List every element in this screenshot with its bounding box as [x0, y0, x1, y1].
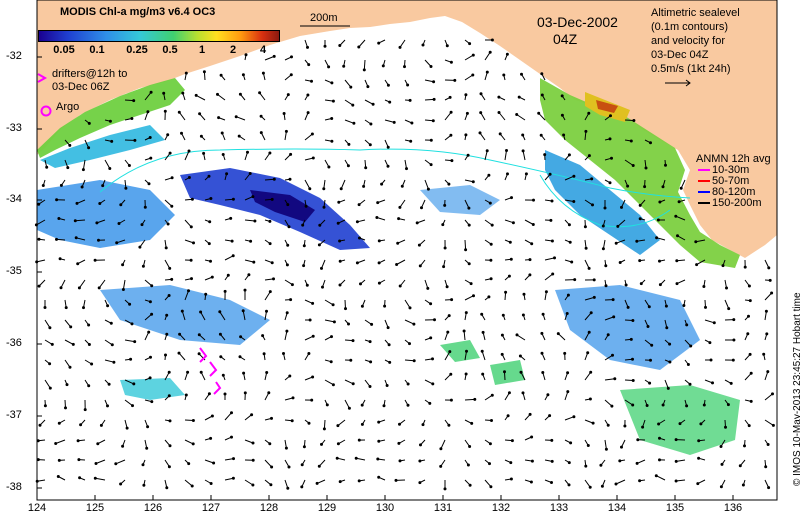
colorbar-tick: 2 [229, 44, 237, 56]
y-tick-label: -33 [6, 122, 22, 134]
altimetry-legend-line: 03-Dec 04Z [651, 49, 709, 61]
drifter-chevron-icon [37, 73, 48, 83]
credit-text: © IMOS 10-May-2013 23:45:27 Hobart time [792, 292, 800, 486]
altimetry-legend: Altimetric sealevel (0.1m contours) and … [651, 6, 781, 76]
x-tick-label: 133 [549, 502, 569, 514]
drifters-legend: drifters@12h to 03-Dec 06Z [52, 68, 127, 94]
x-tick-label: 131 [433, 502, 453, 514]
velocity-arrows [34, 38, 775, 491]
colorbar-tick: 0.05 [53, 44, 75, 56]
drifters-legend-line: drifters@12h to [52, 68, 128, 80]
y-tick-label: -34 [6, 193, 22, 205]
anmn-legend-item: 150-200m [712, 197, 762, 209]
colorbar-tick: 0.25 [126, 44, 148, 56]
x-tick-label: 128 [259, 502, 279, 514]
anmn-legend-item: 50-70m [712, 175, 750, 187]
colorbar-tick: 4 [259, 44, 267, 56]
altimetry-legend-line: and velocity for [651, 35, 725, 47]
x-tick-label: 134 [607, 502, 627, 514]
anmn-legend-title: ANMN 12h avg [696, 153, 771, 165]
x-tick-label: 129 [317, 502, 337, 514]
y-tick-label: -35 [6, 265, 22, 277]
y-tick-label: -36 [6, 337, 22, 349]
date-label: 03-Dec-2002 [537, 14, 618, 30]
anmn-legend-item: 80-120m [712, 186, 756, 198]
x-tick-label: 132 [491, 502, 511, 514]
y-tick-label: -38 [6, 481, 22, 493]
anmn-legend-item: 10-30m [712, 164, 750, 176]
x-tick-label: 124 [27, 502, 47, 514]
land-area [37, 0, 777, 258]
arrow-right-icon [665, 79, 691, 87]
altimetry-legend-line: 0.5m/s (1kt 24h) [651, 63, 731, 75]
x-tick-label: 125 [85, 502, 105, 514]
hour-label: 04Z [553, 31, 578, 47]
colorbar-tick: 0.1 [89, 44, 105, 56]
x-tick-label: 126 [143, 502, 163, 514]
colorbar [38, 30, 280, 42]
x-tick-label: 130 [375, 502, 395, 514]
colorbar-tick: 0.5 [162, 44, 178, 56]
y-tick-label: -32 [6, 50, 22, 62]
x-tick-label: 136 [723, 502, 743, 514]
colorbar-tick: 1 [198, 44, 206, 56]
y-tick-label: -37 [6, 409, 22, 421]
altimetry-legend-line: Altimetric sealevel [651, 7, 740, 19]
map-title: MODIS Chl-a mg/m3 v6.4 OC3 [60, 6, 216, 18]
x-tick-label: 127 [201, 502, 221, 514]
drifters-legend-line: 03-Dec 06Z [52, 81, 110, 93]
scale-bar-label: 200m [310, 12, 338, 24]
x-tick-label: 135 [665, 502, 685, 514]
drifter-track [199, 347, 222, 395]
argo-legend: Argo [56, 101, 80, 113]
altimetry-legend-line: (0.1m contours) [651, 21, 729, 33]
argo-circle-icon [40, 105, 52, 117]
